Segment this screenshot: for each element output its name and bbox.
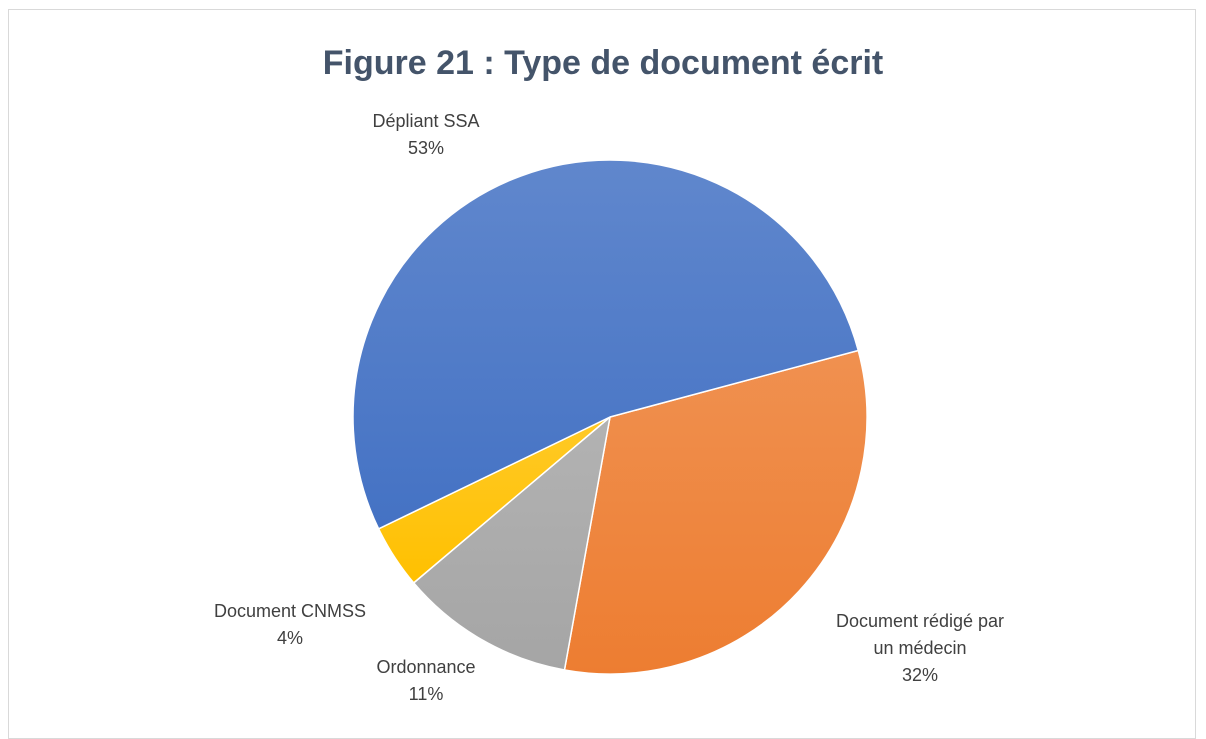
category-label: Document rédigé par un médecin	[835, 611, 1005, 658]
slice-label: Dépliant SSA 53%	[336, 108, 516, 162]
pie-slice	[412, 415, 612, 671]
category-label: Dépliant SSA	[372, 111, 480, 131]
slice-label: Document rédigé par un médecin 32%	[830, 608, 1010, 689]
category-label: Document CNMSS	[213, 601, 367, 621]
pie-slice	[563, 349, 868, 675]
value-label: 4%	[276, 628, 303, 648]
value-label: 11%	[408, 684, 444, 704]
value-label: 53%	[407, 138, 445, 158]
chart-title: Figure 21 : Type de document écrit	[322, 44, 884, 82]
category-label: Ordonnance	[376, 657, 476, 677]
slice-label: Document CNMSS 4%	[210, 598, 370, 652]
value-label: 32%	[901, 665, 939, 685]
pie-slice	[352, 159, 860, 530]
slice-label: Ordonnance 11%	[351, 654, 501, 708]
